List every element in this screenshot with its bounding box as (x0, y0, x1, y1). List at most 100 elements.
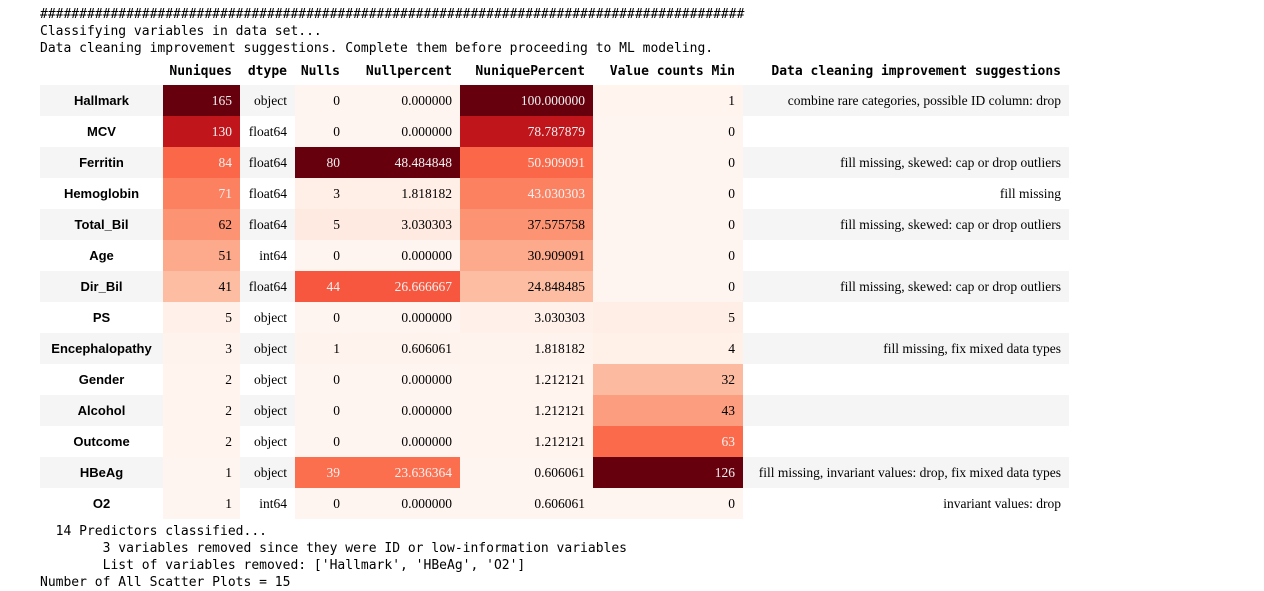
data-cell: fill missing, invariant values: drop, fi… (758, 464, 1061, 480)
console-output-bottom: 14 Predictors classified... 3 variables … (0, 519, 1264, 591)
index-column-header (40, 59, 163, 85)
data-cell: 50.909091 (460, 147, 593, 178)
separator-hash-line: ########################################… (40, 7, 745, 22)
data-cell: 0 (593, 240, 743, 271)
data-cell: 1.818182 (460, 333, 593, 364)
data-cell: fill missing (999, 185, 1061, 201)
data-cell: 1 (163, 457, 240, 488)
data-cell (743, 116, 1069, 147)
data-cell: 48.484848 (348, 147, 460, 178)
data-cell: int64 (259, 495, 287, 511)
row-label: Total_Bil (74, 217, 129, 232)
data-cell: 3.030303 (460, 302, 593, 333)
data-cell (743, 395, 1069, 426)
data-cell: 78.787879 (460, 116, 593, 147)
data-cell: 39 (295, 457, 348, 488)
data-cell: 0.000000 (348, 488, 460, 519)
data-cell: 84 (163, 147, 240, 178)
table-row: Encephalopathy 3 object 1 0.606061 1.818182 4 f… (40, 333, 1069, 364)
data-cell: 3 (295, 178, 348, 209)
data-cell: fill missing, fix mixed data types (883, 340, 1061, 356)
data-cell: 1.818182 (348, 178, 460, 209)
column-header: dtype (247, 64, 287, 79)
data-cell: 5 (163, 302, 240, 333)
table-row: Outcome 2 object 0 0.000000 1.212121 63 (40, 426, 1069, 457)
data-cell: 5 (295, 209, 348, 240)
data-cell: fill missing, skewed: cap or drop outlie… (840, 154, 1061, 170)
cleaning-suggestions-intro-line: Data cleaning improvement suggestions. C… (40, 41, 714, 56)
data-cell: 0 (295, 488, 348, 519)
row-label: Gender (78, 372, 125, 387)
data-cell: 43 (593, 395, 743, 426)
data-cell: 0 (295, 426, 348, 457)
row-label: Ferritin (79, 155, 124, 170)
data-cell: object (254, 92, 287, 108)
data-cell: invariant values: drop (943, 495, 1061, 511)
row-label: MCV (87, 124, 116, 139)
data-cell: float64 (248, 185, 287, 201)
table-row: Total_Bil 62 float64 5 3.030303 37.575758 0 fil… (40, 209, 1069, 240)
data-cell: 26.666667 (348, 271, 460, 302)
data-cell (743, 426, 1069, 457)
data-cell: float64 (248, 278, 287, 294)
variables-removed-list-line: List of variables removed: ['Hallmark', … (40, 558, 526, 573)
data-cell: object (254, 340, 287, 356)
data-cell: 100.000000 (460, 85, 593, 116)
data-cell: 0.000000 (348, 116, 460, 147)
data-cell: 165 (163, 85, 240, 116)
data-cell: 24.848485 (460, 271, 593, 302)
variables-removed-count-line: 3 variables removed since they were ID o… (40, 541, 627, 556)
row-label: Age (89, 248, 114, 263)
data-cell: float64 (248, 123, 287, 139)
data-cell: object (254, 402, 287, 418)
row-label: HBeAg (79, 465, 124, 480)
data-cell: 0.000000 (348, 85, 460, 116)
data-cell: 80 (295, 147, 348, 178)
data-cell: 0 (593, 178, 743, 209)
data-cell: 3.030303 (348, 209, 460, 240)
classifying-status-line: Classifying variables in data set... (40, 24, 322, 39)
data-cell: 4 (593, 333, 743, 364)
data-cell: 0 (295, 364, 348, 395)
data-cell: 30.909091 (460, 240, 593, 271)
data-cell: object (254, 309, 287, 325)
table-header-row: Nuniques dtype Nulls Nullpercent NuniquePerc… (40, 59, 1069, 85)
row-label: Hemoglobin (63, 186, 140, 201)
data-cell: 0.000000 (348, 240, 460, 271)
column-header: Nullpercent (365, 64, 452, 79)
table-row: PS 5 object 0 0.000000 3.030303 5 (40, 302, 1069, 333)
data-cell: 0.606061 (348, 333, 460, 364)
data-cell: 1 (593, 85, 743, 116)
data-cell: 0.606061 (460, 457, 593, 488)
data-cell (743, 364, 1069, 395)
data-cell: 0 (593, 271, 743, 302)
table-header: Nuniques dtype Nulls Nullpercent NuniquePerc… (40, 59, 1069, 85)
data-cell: 0 (295, 240, 348, 271)
scatter-plots-count-line: Number of All Scatter Plots = 15 (40, 575, 291, 590)
data-cell: 62 (163, 209, 240, 240)
table-row: Age 51 int64 0 0.000000 30.909091 0 (40, 240, 1069, 271)
data-cell (743, 240, 1069, 271)
data-cell: 1.212121 (460, 426, 593, 457)
data-cell: 0 (295, 85, 348, 116)
table-row: Alcohol 2 object 0 0.000000 1.212121 43 (40, 395, 1069, 426)
data-cell: 1.212121 (460, 364, 593, 395)
data-cell: 5 (593, 302, 743, 333)
row-label: Alcohol (77, 403, 126, 418)
data-cell: 37.575758 (460, 209, 593, 240)
data-cell: 0.606061 (460, 488, 593, 519)
table-row: Gender 2 object 0 0.000000 1.212121 32 (40, 364, 1069, 395)
table-row: Dir_Bil 41 float64 44 26.666667 24.848485 0 fil… (40, 271, 1069, 302)
row-label: Dir_Bil (80, 279, 123, 294)
data-cell: 51 (163, 240, 240, 271)
data-cell (743, 302, 1069, 333)
data-cell: 0.000000 (348, 302, 460, 333)
table-body: Hallmark 165 object 0 0.000000 100.000000 1 com… (40, 85, 1069, 519)
data-cell: 0.000000 (348, 426, 460, 457)
column-header: Nulls (300, 64, 340, 79)
data-cell: 63 (593, 426, 743, 457)
data-cell: 3 (163, 333, 240, 364)
data-cell: 0 (593, 209, 743, 240)
data-cell: object (254, 371, 287, 387)
data-cell: 2 (163, 426, 240, 457)
